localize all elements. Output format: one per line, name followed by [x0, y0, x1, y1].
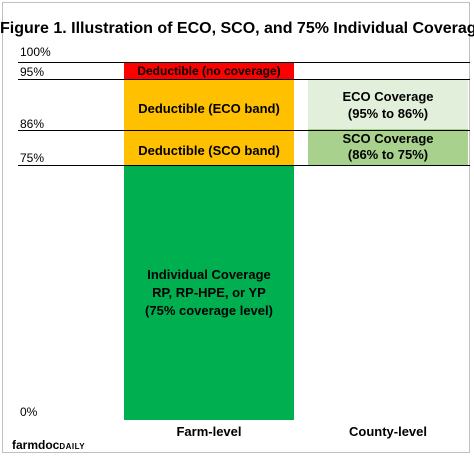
y-tick-100: 100% [20, 45, 51, 59]
y-tick-95: 95% [20, 65, 45, 79]
individual-coverage-bar: Individual Coverage RP, RP-HPE, or YP (7… [124, 165, 294, 420]
gridline-95 [18, 79, 470, 80]
x-label-county-level: County-level [348, 424, 427, 439]
chart-title: Figure 1. Illustration of ECO, SCO, and … [0, 20, 474, 37]
x-label-farm-level: Farm-level [176, 424, 242, 439]
y-tick-75: 75% [20, 151, 45, 165]
logo-word-daily: DAILY [59, 442, 86, 451]
y-tick-86: 86% [20, 117, 45, 131]
eco-coverage-block: ECO Coverage (95% to 86%) [308, 80, 468, 129]
gridline-86 [18, 130, 470, 131]
sco-coverage-block: SCO Coverage (86% to 75%) [308, 129, 468, 165]
deductible-eco-band: Deductible (ECO band) [124, 80, 294, 136]
chart-frame [2, 2, 470, 453]
gridline-75 [18, 165, 470, 166]
farmdoc-daily-logo: farmdocDAILY [12, 436, 85, 454]
deductible-no-coverage: Deductible (no coverage) [124, 62, 294, 80]
deductible-sco-band: Deductible (SCO band) [124, 136, 294, 165]
y-tick-0: 0% [20, 405, 38, 419]
gridline-100 [18, 62, 470, 63]
logo-word-farmdoc: farmdoc [12, 438, 60, 452]
